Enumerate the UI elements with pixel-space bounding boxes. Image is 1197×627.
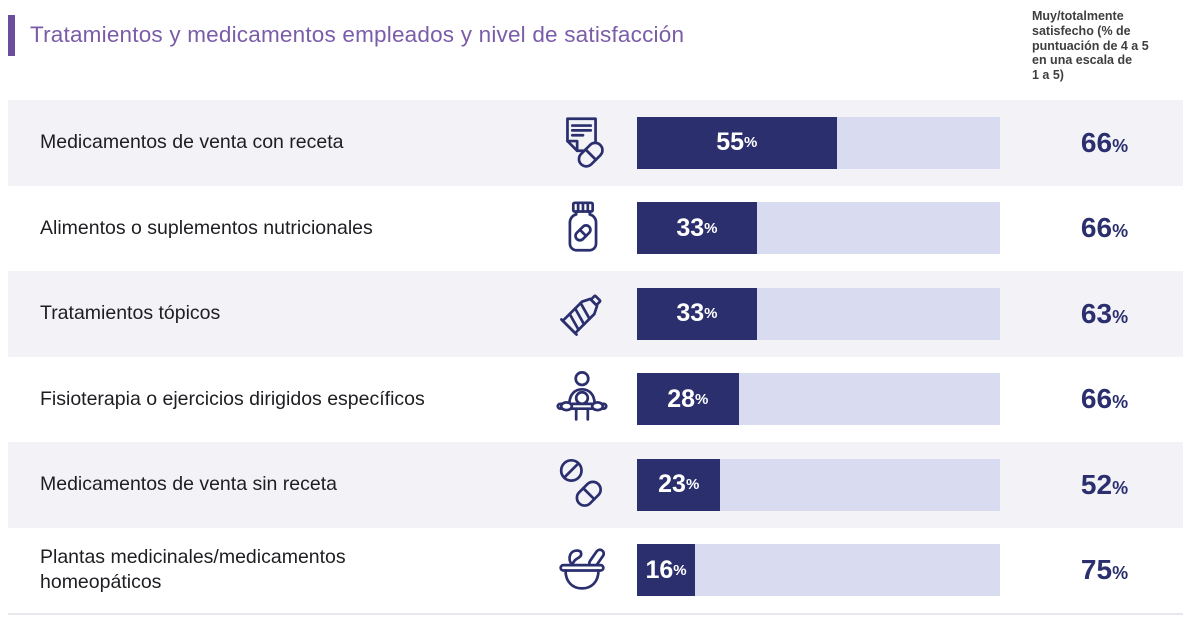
- treatment-label: Medicamentos de venta sin receta: [40, 473, 337, 496]
- treatment-label: Tratamientos tópicos: [40, 302, 221, 325]
- treatment-row: Plantas medicinales/medicamentos homeopá…: [8, 527, 1183, 613]
- ointment-tube-icon: [560, 294, 602, 336]
- treatment-label: Alimentos o suplementos nutricionales: [40, 216, 373, 239]
- treatments-table: Medicamentos de venta con receta 55% 66%…: [8, 100, 1183, 615]
- usage-bar-fill: 16%: [637, 544, 696, 597]
- usage-bar-track: 28%: [637, 373, 1000, 426]
- treatment-row: Medicamentos de venta sin receta 23% 52%: [8, 442, 1183, 528]
- treatment-row: Fisioterapia o ejercicios dirigidos espe…: [8, 356, 1183, 442]
- percent-sign: %: [695, 390, 709, 408]
- supplement-bottle-icon: [568, 201, 598, 252]
- percent-sign: %: [1112, 392, 1129, 413]
- satisfaction-value: 52%: [1000, 469, 1183, 501]
- physiotherapy-icon: [556, 371, 608, 421]
- usage-value: 23: [658, 470, 686, 499]
- page-title: Tratamientos y medicamentos empleados y …: [30, 22, 685, 47]
- usage-bar-track: 33%: [637, 287, 1000, 340]
- usage-bar-fill: 33%: [637, 287, 757, 340]
- treatment-icon: [538, 539, 626, 601]
- satisfaction-value: 63%: [1000, 298, 1183, 330]
- treatment-label: Fisioterapia o ejercicios dirigidos espe…: [40, 387, 425, 410]
- treatment-icon: [538, 197, 626, 259]
- percent-sign: %: [1112, 563, 1129, 584]
- satisfaction-value: 75%: [1000, 554, 1183, 586]
- satisfaction-value: 66%: [1000, 212, 1183, 244]
- treatment-icon: [538, 454, 626, 516]
- usage-value: 28: [667, 384, 696, 413]
- mortar-pestle-icon: [559, 548, 606, 591]
- percent-sign: %: [673, 561, 687, 579]
- satisfaction-value-number: 52: [1080, 468, 1113, 500]
- treatment-icon: [538, 283, 626, 345]
- title-accent-bar: [8, 15, 15, 56]
- percent-sign: %: [744, 134, 758, 152]
- usage-bar-track: 33%: [637, 202, 1000, 255]
- usage-bar-track: 55%: [637, 116, 1000, 169]
- usage-value: 33: [676, 299, 705, 328]
- satisfaction-value-number: 63: [1080, 297, 1113, 329]
- percent-sign: %: [1112, 306, 1129, 327]
- usage-value: 55: [716, 128, 745, 157]
- satisfaction-value-number: 66: [1080, 383, 1113, 415]
- percent-sign: %: [704, 219, 718, 237]
- usage-bar-fill: 23%: [637, 458, 721, 511]
- treatment-label: Plantas medicinales/medicamentos homeopá…: [40, 545, 346, 594]
- treatment-icon: [538, 368, 626, 430]
- usage-value: 16: [645, 555, 674, 584]
- usage-bar-track: 23%: [637, 458, 1000, 511]
- prescription-icon: [566, 117, 604, 168]
- percent-sign: %: [1112, 477, 1129, 498]
- usage-value: 33: [676, 213, 705, 242]
- satisfaction-value-number: 75: [1080, 554, 1113, 586]
- treatment-label: Medicamentos de venta con receta: [40, 131, 344, 154]
- usage-bar-track: 16%: [637, 544, 1000, 597]
- treatment-row: Alimentos o suplementos nutricionales 33…: [8, 185, 1183, 271]
- percent-sign: %: [704, 305, 718, 323]
- usage-bar-fill: 28%: [637, 373, 739, 426]
- treatment-icon: [538, 112, 626, 174]
- satisfaction-value-number: 66: [1080, 212, 1113, 244]
- treatment-row: Tratamientos tópicos 33% 63%: [8, 271, 1183, 357]
- percent-sign: %: [1112, 135, 1129, 156]
- percent-sign: %: [685, 476, 700, 494]
- satisfaction-value: 66%: [1000, 383, 1183, 415]
- usage-bar-fill: 33%: [637, 202, 757, 255]
- legend-note: Muy/totalmente satisfecho (% de puntuación…: [1032, 9, 1149, 82]
- satisfaction-value: 66%: [1000, 127, 1183, 159]
- usage-bar-fill: 55%: [637, 116, 837, 169]
- pills-icon: [559, 458, 602, 507]
- treatment-row: Medicamentos de venta con receta 55% 66%: [8, 100, 1183, 186]
- satisfaction-value-number: 66: [1080, 126, 1113, 158]
- percent-sign: %: [1112, 221, 1129, 242]
